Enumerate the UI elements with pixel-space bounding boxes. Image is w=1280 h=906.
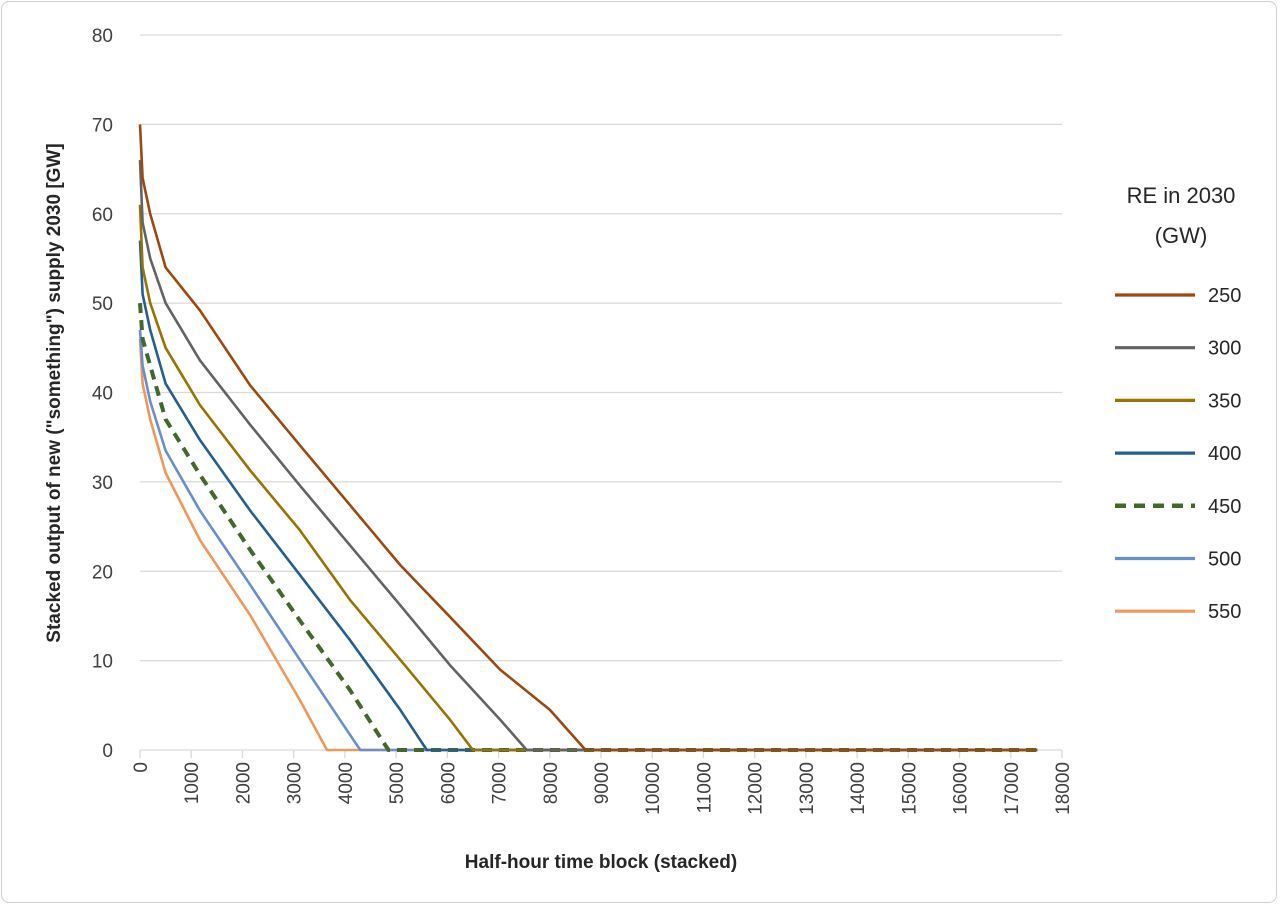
legend-label: 350 — [1208, 390, 1241, 412]
series-line-400 — [138, 240, 1038, 752]
y-tick-label: 50 — [92, 294, 113, 315]
legend-title-line-1: RE in 2030 — [1127, 183, 1236, 208]
x-tick-label: 13000 — [797, 762, 818, 815]
series-line-450 — [138, 302, 1038, 752]
x-tick-label: 11000 — [694, 762, 715, 813]
x-tick-label: 6000 — [438, 762, 459, 804]
x-tick-label: 0 — [131, 762, 152, 773]
x-tick-label: 18000 — [1053, 762, 1074, 815]
legend-title-line-2: (GW) — [1155, 223, 1208, 248]
y-axis-title: Stacked output of new ("something") supp… — [44, 143, 65, 642]
x-tick-label: 15000 — [899, 762, 920, 815]
series-line-250 — [138, 124, 1038, 752]
y-tick-label: 60 — [92, 205, 113, 226]
x-tick-label: 16000 — [951, 762, 972, 815]
series-line-500 — [138, 329, 1038, 752]
x-axis-title: Half-hour time block (stacked) — [465, 852, 737, 873]
legend-label: 400 — [1208, 443, 1241, 465]
y-tick-label: 70 — [92, 115, 113, 136]
y-tick-label: 40 — [92, 384, 113, 405]
x-tick-label: 14000 — [848, 762, 869, 815]
series-line-300 — [138, 160, 1038, 752]
x-tick-label: 2000 — [233, 762, 254, 804]
y-tick-label: 0 — [102, 741, 113, 762]
x-tick-label: 10000 — [643, 762, 664, 815]
y-tick-label: 10 — [92, 652, 113, 673]
legend-label: 500 — [1208, 549, 1241, 571]
x-tick-label: 3000 — [285, 762, 306, 804]
series-line-550 — [138, 338, 1038, 752]
x-tick-labels: 0 1000 2000 3000 4000 5000 6000 7000 8000 9000 100… — [131, 762, 1074, 815]
y-tick-label: 80 — [92, 26, 113, 47]
x-tick-label: 8000 — [541, 762, 562, 804]
x-tick-label: 1000 — [182, 762, 203, 804]
y-tick-label: 30 — [92, 473, 113, 494]
legend-label: 250 — [1208, 285, 1241, 307]
y-tick-label: 20 — [92, 562, 113, 583]
legend-label: 300 — [1208, 338, 1241, 360]
x-tick-label: 4000 — [336, 762, 357, 804]
x-tick-label: 9000 — [592, 762, 613, 804]
legend: 250 300 350 400 450 500 550 — [1115, 285, 1241, 623]
legend-label: 550 — [1208, 601, 1241, 623]
x-tick-label: 12000 — [746, 762, 767, 815]
x-tick-label: 7000 — [490, 762, 511, 804]
series-line-350 — [138, 204, 1038, 752]
series-lines — [138, 124, 1038, 752]
gridlines — [139, 34, 1063, 758]
y-tick-labels: 0 10 20 30 40 50 60 70 80 — [92, 26, 113, 762]
x-tick-label: 5000 — [387, 762, 408, 804]
legend-label: 450 — [1208, 496, 1241, 518]
x-tick-label: 17000 — [1002, 762, 1023, 815]
